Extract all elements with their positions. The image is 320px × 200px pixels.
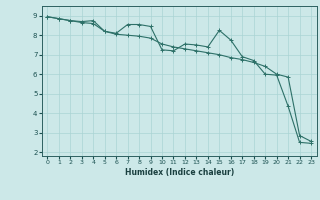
X-axis label: Humidex (Indice chaleur): Humidex (Indice chaleur): [124, 168, 234, 177]
